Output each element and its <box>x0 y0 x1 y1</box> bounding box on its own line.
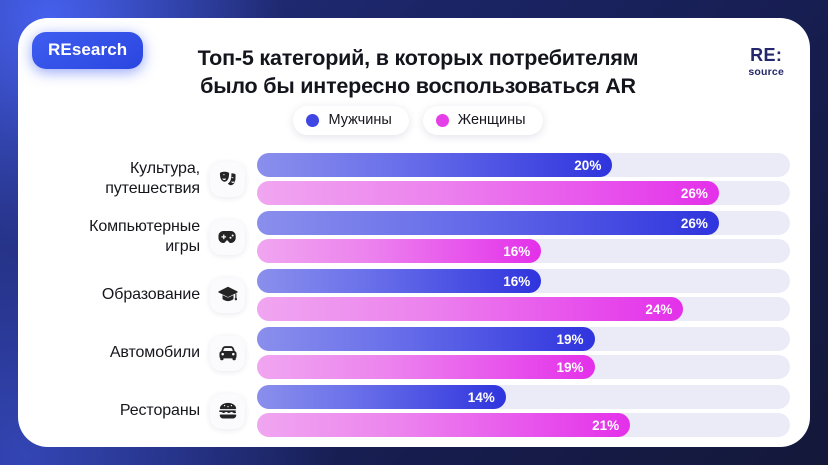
chart-row: Рестораны 14% 21% <box>40 383 790 439</box>
category-label-line-2: игры <box>165 238 200 255</box>
bar-track-male: 16% <box>257 269 790 293</box>
chart-row: Компьютерные игры 26% 16% <box>40 209 790 265</box>
bar-track-male: 20% <box>257 153 790 177</box>
bar-female[interactable]: 16% <box>257 239 542 263</box>
gamepad-icon <box>210 219 245 255</box>
bar-female[interactable]: 19% <box>257 355 595 379</box>
bar-male[interactable]: 14% <box>257 385 506 409</box>
bar-male[interactable]: 20% <box>257 153 613 177</box>
bar-value-female: 19% <box>556 359 584 375</box>
category-label: Культура, путешествия <box>40 159 210 198</box>
chart-card: REsearch RE: source Топ-5 категорий, в к… <box>18 18 810 447</box>
bar-female[interactable]: 21% <box>257 413 631 437</box>
chart-row: Образование 16% 24% <box>40 267 790 323</box>
bar-group: 20% 26% <box>257 153 790 205</box>
page-title: Топ-5 категорий, в которых потребителям … <box>138 44 698 101</box>
bar-value-female: 26% <box>680 185 708 201</box>
badge-prefix: RE <box>48 40 72 59</box>
bar-value-male: 19% <box>556 331 584 347</box>
category-label-line-1: Образование <box>101 286 200 304</box>
category-label-line-2: путешествия <box>105 180 200 197</box>
bar-track-male: 14% <box>257 385 790 409</box>
burger-icon <box>210 393 245 429</box>
legend-dot-male-icon <box>306 113 320 127</box>
bar-value-female: 16% <box>503 243 531 259</box>
bar-chart: Культура, путешествия 20% 26% Компьютерные иг… <box>40 151 790 437</box>
bar-value-male: 20% <box>574 157 602 173</box>
logo-line-2: source <box>748 66 784 78</box>
bar-track-female: 26% <box>257 181 790 205</box>
bar-track-female: 24% <box>257 297 790 321</box>
bar-group: 19% 19% <box>257 327 790 379</box>
category-label: Образование <box>40 285 210 305</box>
graduation-cap-icon <box>210 277 245 313</box>
bar-value-male: 26% <box>680 215 708 231</box>
bar-male[interactable]: 16% <box>257 269 542 293</box>
bar-group: 16% 24% <box>257 269 790 321</box>
badge-suffix: search <box>71 40 128 59</box>
category-label-line-1: Автомобили <box>109 344 200 362</box>
chart-row: Культура, путешествия 20% 26% <box>40 151 790 207</box>
legend-label-female: Женщины <box>457 112 526 128</box>
title-line-2: было бы интересно воспользоваться AR <box>200 74 636 99</box>
legend-item-male[interactable]: Мужчины <box>293 106 409 135</box>
legend-label-male: Мужчины <box>328 112 392 128</box>
category-label: Автомобили <box>40 343 210 363</box>
category-label-line-1: Рестораны <box>119 402 200 420</box>
bar-track-female: 16% <box>257 239 790 263</box>
bar-value-female: 21% <box>592 417 620 433</box>
research-badge: REsearch <box>32 32 144 69</box>
bar-group: 26% 16% <box>257 211 790 263</box>
legend-item-female[interactable]: Женщины <box>422 106 543 135</box>
category-label: Рестораны <box>40 401 210 421</box>
chart-legend: Мужчины Женщины <box>138 106 698 135</box>
bar-track-male: 19% <box>257 327 790 351</box>
bar-group: 14% 21% <box>257 385 790 437</box>
category-label: Компьютерные игры <box>40 217 210 256</box>
resource-logo: RE: source <box>748 46 784 78</box>
bar-track-female: 21% <box>257 413 790 437</box>
title-line-1: Топ-5 категорий, в которых потребителям <box>197 46 639 70</box>
bar-track-female: 19% <box>257 355 790 379</box>
bar-male[interactable]: 26% <box>257 211 719 235</box>
bar-value-male: 16% <box>503 273 531 289</box>
bar-value-female: 24% <box>645 301 673 317</box>
bar-male[interactable]: 19% <box>257 327 595 351</box>
category-label-line-1: Компьютерные <box>89 218 200 236</box>
logo-line-1: RE: <box>750 45 783 65</box>
category-label-line-1: Культура, <box>129 160 200 178</box>
bar-female[interactable]: 26% <box>257 181 719 205</box>
car-icon <box>210 335 245 371</box>
bar-female[interactable]: 24% <box>257 297 684 321</box>
legend-dot-female-icon <box>435 113 449 127</box>
bar-value-male: 14% <box>467 389 495 405</box>
bar-track-male: 26% <box>257 211 790 235</box>
chart-row: Автомобили 19% 19% <box>40 325 790 381</box>
theater-masks-icon <box>210 161 245 197</box>
